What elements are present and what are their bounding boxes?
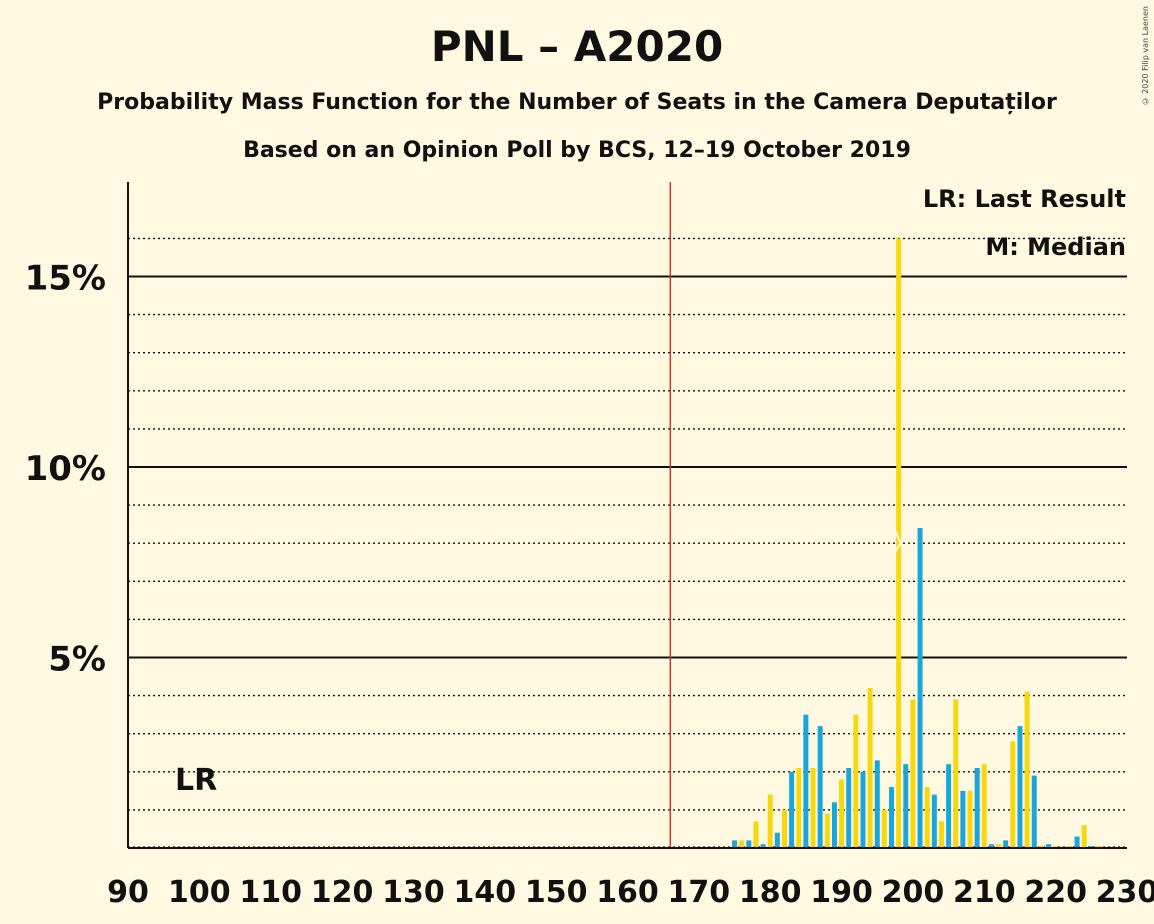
bar-seat-185	[803, 714, 809, 848]
x-tick-label: 90	[107, 875, 149, 910]
bar-seat-193	[860, 771, 866, 848]
x-tick-label: 230	[1096, 875, 1154, 910]
median-marker	[894, 530, 902, 552]
last-result-label: LR	[175, 763, 217, 798]
bar-seat-179	[760, 844, 766, 848]
bar-seat-176	[739, 840, 745, 848]
bar-seat-199	[903, 764, 909, 848]
legend-median: M: Median	[985, 233, 1126, 261]
chart-subtitle: Probability Mass Function for the Number…	[97, 90, 1057, 115]
bar-seat-208	[967, 790, 973, 848]
bar-seat-187	[817, 726, 823, 848]
bar-seat-197	[889, 787, 895, 848]
x-tick-label: 160	[596, 875, 659, 910]
y-tick-label: 5%	[48, 640, 106, 680]
x-tick-label: 200	[882, 875, 945, 910]
bar-seat-188	[824, 813, 830, 848]
x-tick-label: 140	[453, 875, 516, 910]
bar-seat-186	[810, 767, 816, 848]
bar-seat-212	[996, 844, 1002, 848]
bar-seat-211	[988, 844, 994, 848]
x-tick-label: 210	[953, 875, 1016, 910]
x-tick-label: 120	[311, 875, 374, 910]
x-tick-label: 150	[525, 875, 588, 910]
bar-seat-183	[789, 771, 795, 848]
x-tick-label: 130	[382, 875, 445, 910]
bar-seat-224	[1081, 825, 1087, 848]
bar-seat-201	[917, 527, 923, 848]
bar-seat-210	[981, 764, 987, 848]
y-tick-label: 15%	[25, 259, 106, 299]
bar-seat-213	[1003, 840, 1009, 848]
bar-seat-209	[974, 767, 980, 848]
legend-last-result: LR: Last Result	[922, 185, 1126, 213]
bar-seat-216	[1024, 691, 1030, 848]
bar-seat-200	[910, 699, 916, 848]
bar-seat-215	[1017, 726, 1023, 848]
bar-seat-205	[946, 764, 952, 848]
bar-seat-189	[831, 802, 837, 848]
bar-seat-190	[839, 779, 845, 848]
bar-seat-195	[874, 760, 880, 848]
bar-seat-194	[867, 687, 873, 848]
chart-subtitle-poll: Based on an Opinion Poll by BCS, 12–19 O…	[243, 138, 911, 163]
bar-seat-181	[774, 832, 780, 848]
bar-seat-196	[881, 809, 887, 848]
x-tick-label: 100	[168, 875, 231, 910]
bar-seat-192	[853, 714, 859, 848]
bar-seat-203	[931, 794, 937, 848]
bar-seat-207	[960, 790, 966, 848]
bar-seat-198	[896, 238, 902, 848]
bar-seat-217	[1031, 775, 1037, 848]
bar-seat-204	[938, 821, 944, 848]
x-tick-label: 110	[239, 875, 302, 910]
chart-title: PNL – A2020	[430, 22, 724, 71]
y-tick-label: 10%	[25, 449, 106, 489]
bar-seat-219	[1046, 844, 1052, 848]
bar-seat-191	[846, 767, 852, 848]
bar-seat-177	[746, 840, 752, 848]
bar-seat-180	[767, 794, 773, 848]
x-tick-label: 220	[1024, 875, 1087, 910]
bar-seat-223	[1074, 836, 1080, 848]
x-tick-label: 170	[668, 875, 731, 910]
bar-seat-206	[953, 699, 959, 848]
x-tick-label: 180	[739, 875, 802, 910]
bar-seat-184	[796, 767, 802, 848]
bar-seat-202	[924, 787, 930, 848]
bar-seat-175	[732, 840, 738, 848]
x-tick-label: 190	[810, 875, 873, 910]
bar-seat-214	[1010, 741, 1016, 848]
bar-seat-178	[753, 821, 759, 848]
bar-seat-182	[781, 809, 787, 848]
